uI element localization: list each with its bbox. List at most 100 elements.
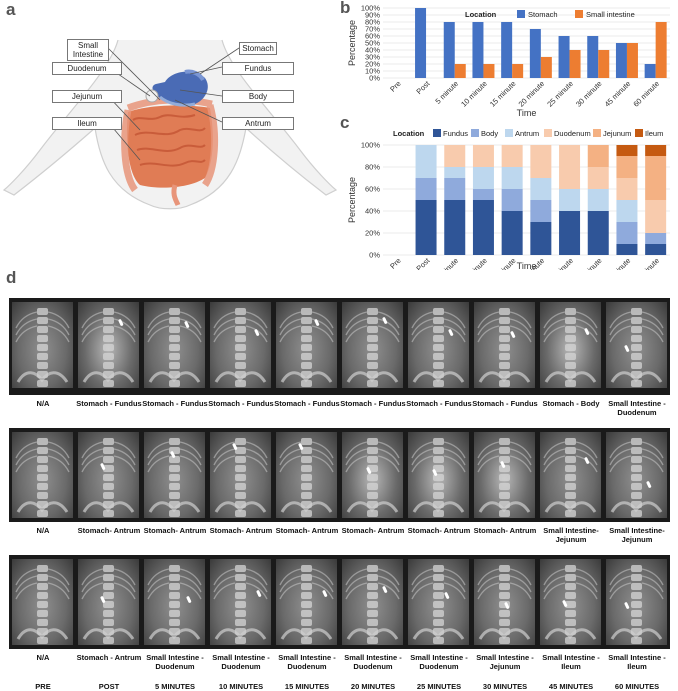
rib xyxy=(179,448,202,466)
capsule-marker xyxy=(232,443,238,450)
x-tick-label-b: Post xyxy=(414,78,432,96)
vertebra xyxy=(301,380,312,387)
pelvis xyxy=(148,371,201,383)
rib xyxy=(443,568,466,586)
rib xyxy=(81,582,104,600)
rib xyxy=(81,325,104,343)
vertebra xyxy=(367,362,378,369)
vertebra xyxy=(499,637,510,644)
bar-c-fundus xyxy=(587,211,609,255)
vertebra xyxy=(499,592,510,599)
rib xyxy=(311,455,334,473)
y-tick-label-b: 40% xyxy=(365,46,380,55)
capsule-marker xyxy=(184,321,190,328)
bar-c-antrum xyxy=(587,189,609,211)
rib xyxy=(477,455,500,473)
pelvis xyxy=(346,628,399,640)
vertebra xyxy=(103,344,114,351)
rib xyxy=(113,318,136,336)
capsule-marker xyxy=(100,463,106,470)
bar-c-body xyxy=(415,178,437,200)
vertebra xyxy=(631,465,642,472)
label-duodenum: Duodenum xyxy=(52,62,122,75)
vertebra xyxy=(367,510,378,517)
vertebra xyxy=(37,483,48,490)
vertebra xyxy=(169,326,180,333)
vertebra xyxy=(235,380,246,387)
bar-c-duodenum xyxy=(616,178,638,200)
rib xyxy=(47,318,70,336)
rib xyxy=(609,582,632,600)
xray-caption: Stomach - Antrum xyxy=(76,653,142,662)
rib xyxy=(81,318,104,336)
vertebra xyxy=(235,335,246,342)
capsule-marker xyxy=(448,329,454,336)
vertebra xyxy=(235,574,246,581)
rib xyxy=(279,448,302,466)
vertebra xyxy=(433,637,444,644)
rib xyxy=(609,318,632,336)
vertebra xyxy=(169,353,180,360)
rib xyxy=(543,311,566,329)
vertebra xyxy=(37,592,48,599)
rib xyxy=(641,441,664,459)
vertebra xyxy=(301,619,312,626)
rib xyxy=(411,311,434,329)
vertebra xyxy=(169,335,180,342)
bar-b-stomach xyxy=(644,64,656,78)
bar-c-duodenum xyxy=(645,200,667,233)
rib xyxy=(179,582,202,600)
pelvis xyxy=(148,628,201,640)
rib xyxy=(575,311,598,329)
vertebra xyxy=(499,317,510,324)
vertebra xyxy=(169,574,180,581)
vertebra xyxy=(301,335,312,342)
vertebra xyxy=(367,308,378,315)
capsule-marker xyxy=(118,319,124,326)
rib xyxy=(345,318,368,336)
vertebra xyxy=(631,362,642,369)
rib xyxy=(279,568,302,586)
bar-b-stomach xyxy=(529,29,541,78)
xray-image xyxy=(342,432,403,518)
capsule-marker xyxy=(624,345,630,352)
vertebra xyxy=(37,362,48,369)
rib xyxy=(575,325,598,343)
bar-b-stomach xyxy=(443,22,455,78)
rib xyxy=(113,455,136,473)
vertebra xyxy=(169,583,180,590)
vertebra xyxy=(37,601,48,608)
x-tick-label-b: 30 minute xyxy=(574,79,604,109)
xray-image xyxy=(144,302,205,388)
vertebra xyxy=(565,492,576,499)
legend-swatch-c xyxy=(593,129,601,137)
rib xyxy=(345,568,368,586)
y-tick-label-b: 60% xyxy=(365,32,380,41)
vertebra xyxy=(301,474,312,481)
xray-image xyxy=(408,559,469,645)
vertebra xyxy=(103,474,114,481)
rib xyxy=(245,448,268,466)
xray-image xyxy=(540,432,601,518)
legend-label-c: Jejunum xyxy=(603,129,631,138)
vertebra xyxy=(433,574,444,581)
vertebra xyxy=(499,483,510,490)
legend-swatch-c xyxy=(635,129,643,137)
vertebra xyxy=(499,344,510,351)
legend-title-c: Location xyxy=(393,129,425,138)
vertebra xyxy=(367,637,378,644)
rib xyxy=(15,448,38,466)
vertebra xyxy=(301,438,312,445)
rib xyxy=(641,448,664,466)
vertebra xyxy=(37,326,48,333)
vertebra xyxy=(499,492,510,499)
xray-caption: Stomach - Fundus xyxy=(472,399,538,408)
rib xyxy=(245,568,268,586)
intestine-graphic xyxy=(121,96,219,206)
vertebra xyxy=(367,353,378,360)
xray-caption: Small Intestine - Duodenum xyxy=(146,653,204,671)
rib xyxy=(377,448,400,466)
rib xyxy=(411,448,434,466)
rib xyxy=(47,448,70,466)
time-label: 5 MINUTES xyxy=(154,682,195,691)
